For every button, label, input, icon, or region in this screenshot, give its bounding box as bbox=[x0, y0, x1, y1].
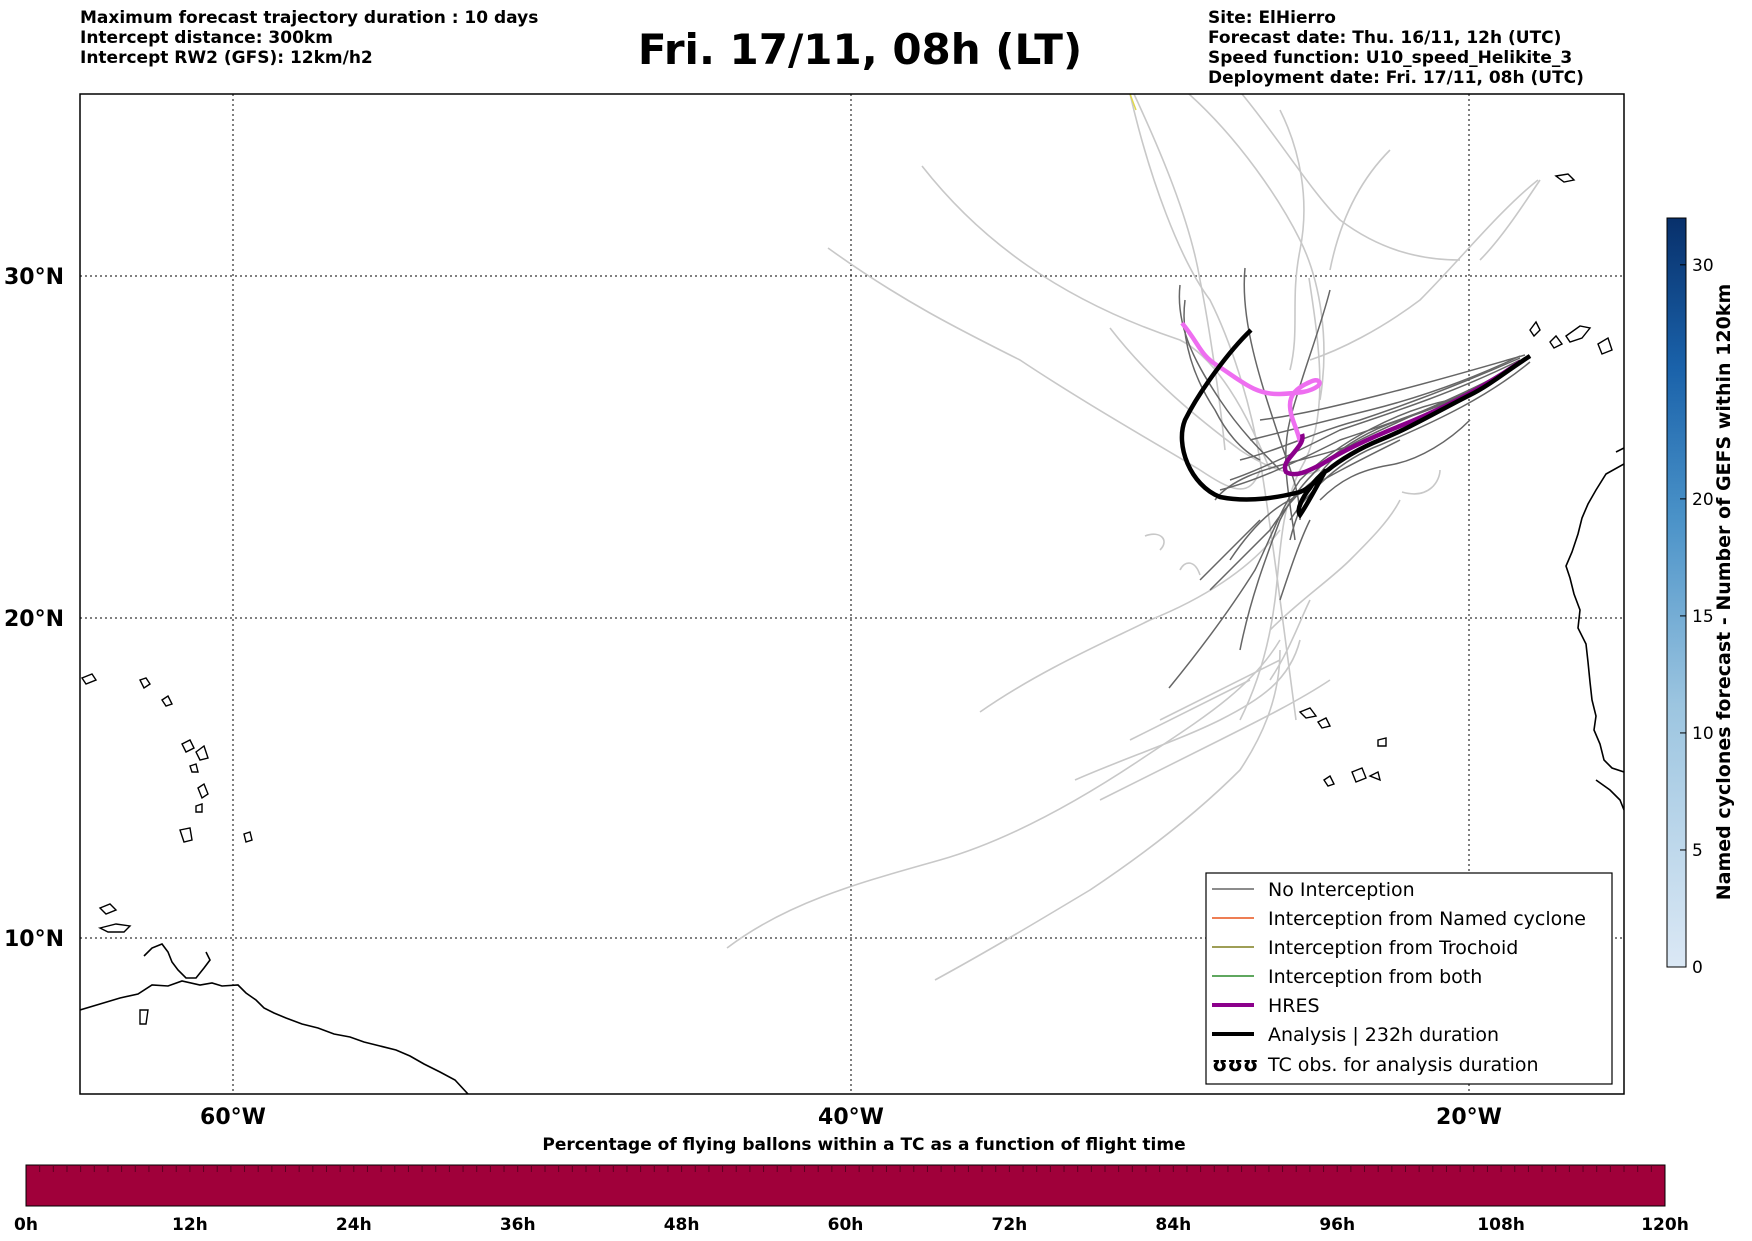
lon-label-60w: 60°W bbox=[200, 1105, 266, 1130]
legend-label-trochoid: Interception from Trochoid bbox=[1268, 937, 1518, 959]
antilles-2 bbox=[195, 744, 209, 761]
yellow-trajectory-fragment bbox=[1129, 94, 1137, 111]
antilles-10 bbox=[98, 903, 118, 915]
deployment-date-text: Deployment date: Fri. 17/11, 08h (UTC) bbox=[1208, 68, 1584, 88]
cape-verde-4 bbox=[1351, 767, 1367, 783]
antilles-6 bbox=[179, 827, 193, 843]
lat-label-30n: 30°N bbox=[4, 265, 64, 290]
lat-labels: 30°N 20°N 10°N bbox=[4, 265, 64, 952]
right-colorbar-tick-label: 10 bbox=[1692, 724, 1714, 744]
lon-labels: 60°W 40°W 20°W bbox=[200, 1105, 1502, 1130]
intercept-distance-text: Intercept distance: 300km bbox=[80, 28, 333, 48]
forecast-date-text: Forecast date: Thu. 16/11, 12h (UTC) bbox=[1208, 28, 1562, 48]
coast-africa bbox=[1565, 463, 1624, 773]
canary-island-2 bbox=[1549, 334, 1564, 349]
bottom-colorbar-minor-ticks bbox=[39, 1165, 1652, 1172]
cape-verde-5 bbox=[1323, 774, 1335, 787]
max-duration-text: Maximum forecast trajectory duration : 1… bbox=[80, 8, 539, 28]
lon-label-20w: 20°W bbox=[1436, 1105, 1502, 1130]
coast-africa-south bbox=[1595, 779, 1624, 811]
canary-island-1 bbox=[1529, 320, 1541, 338]
antilles-13 bbox=[139, 1009, 149, 1025]
bottom-colorbar: Percentage of flying ballons within a TC… bbox=[14, 1135, 1689, 1235]
legend-label-hres: HRES bbox=[1268, 995, 1320, 1017]
cape-verde-1 bbox=[1298, 707, 1318, 719]
legend-tc-symbol: ʊʊʊ bbox=[1212, 1052, 1258, 1076]
antilles-11 bbox=[97, 923, 132, 933]
page-title: Fri. 17/11, 08h (LT) bbox=[637, 25, 1083, 74]
right-colorbar-tick-label: 0 bbox=[1692, 958, 1703, 978]
cape-verde-6 bbox=[1368, 770, 1382, 782]
coast-africa-north bbox=[1615, 447, 1624, 453]
antilles-3 bbox=[189, 763, 199, 773]
map-panel: 30°N 20°N 10°N 60°W 40°W 20°W No Interce… bbox=[4, 93, 1625, 1130]
lat-label-20n: 20°N bbox=[4, 607, 64, 632]
intercept-rw2-text: Intercept RW2 (GFS): 12km/h2 bbox=[80, 48, 373, 68]
speed-function-text: Speed function: U10_speed_Helikite_3 bbox=[1208, 48, 1573, 68]
right-colorbar-fill bbox=[1666, 217, 1687, 968]
right-colorbar-tick-label: 30 bbox=[1692, 256, 1714, 276]
coast-venezuela-gulf bbox=[143, 943, 211, 979]
bottom-colorbar-tick-label: 0h bbox=[14, 1215, 38, 1235]
cape-verde-3 bbox=[1377, 737, 1387, 747]
right-colorbar-tick-label: 20 bbox=[1692, 490, 1714, 510]
antilles-1 bbox=[181, 739, 195, 753]
run-info: Maximum forecast trajectory duration : 1… bbox=[80, 8, 538, 68]
light-trajectories bbox=[726, 94, 1541, 981]
bottom-colorbar-tick-label: 60h bbox=[828, 1215, 864, 1235]
analysis-trajectory bbox=[1179, 328, 1532, 519]
legend-label-tc-obs: TC obs. for analysis duration bbox=[1267, 1054, 1539, 1076]
bottom-colorbar-tick-label: 84h bbox=[1155, 1215, 1191, 1235]
madeira bbox=[1554, 173, 1576, 183]
bottom-colorbar-ticks: 0h 12h 24h 36h 48h 60h 72h 84h 96h 108h 120h bbox=[14, 1215, 1689, 1235]
antilles-9 bbox=[80, 673, 98, 685]
antilles-7 bbox=[161, 694, 173, 707]
bottom-colorbar-tick-label: 72h bbox=[992, 1215, 1028, 1235]
site-info: Site: ElHierro Forecast date: Thu. 16/11… bbox=[1208, 8, 1584, 88]
canary-island-3 bbox=[1565, 325, 1592, 343]
bottom-colorbar-tick-label: 24h bbox=[336, 1215, 372, 1235]
coast-south-america bbox=[80, 980, 469, 1094]
bottom-colorbar-tick-label: 48h bbox=[664, 1215, 700, 1235]
map-frame bbox=[79, 93, 1625, 1095]
antilles-8 bbox=[139, 677, 151, 690]
right-colorbar-tick-label: 15 bbox=[1692, 607, 1714, 627]
right-colorbar-ticks: 0 5 10 15 20 30 bbox=[1680, 256, 1714, 978]
antilles-5 bbox=[195, 803, 203, 813]
legend-box bbox=[1205, 872, 1613, 1085]
cape-verde-2 bbox=[1316, 717, 1332, 729]
bottom-colorbar-tick-label: 96h bbox=[1319, 1215, 1355, 1235]
bottom-colorbar-tick-label: 36h bbox=[500, 1215, 536, 1235]
lon-label-40w: 40°W bbox=[818, 1105, 884, 1130]
antilles-12 bbox=[243, 831, 253, 843]
coastlines bbox=[80, 447, 1624, 1094]
legend-label-analysis: Analysis | 232h duration bbox=[1268, 1024, 1499, 1046]
bottom-colorbar-tick-label: 120h bbox=[1641, 1215, 1689, 1235]
bottom-colorbar-label: Percentage of flying ballons within a TC… bbox=[542, 1135, 1185, 1155]
legend-label-both: Interception from both bbox=[1268, 966, 1482, 988]
right-colorbar-label: Named cyclones forecast - Number of GEFS… bbox=[1713, 284, 1735, 901]
site-text: Site: ElHierro bbox=[1208, 8, 1336, 28]
bottom-colorbar-tick-label: 108h bbox=[1477, 1215, 1525, 1235]
bottom-colorbar-tick-label: 12h bbox=[172, 1215, 208, 1235]
antilles-4 bbox=[197, 782, 209, 800]
right-colorbar: 0 5 10 15 20 30 Named cyclones forecast - Num… bbox=[1666, 217, 1735, 978]
legend-label-no-interception: No Interception bbox=[1268, 879, 1415, 901]
legend-label-named-cyclone: Interception from Named cyclone bbox=[1268, 908, 1586, 930]
islands bbox=[80, 173, 1613, 1025]
canary-island-4 bbox=[1597, 336, 1613, 355]
lat-label-10n: 10°N bbox=[4, 927, 64, 952]
right-colorbar-tick-label: 5 bbox=[1692, 841, 1703, 861]
legend: No Interception Interception from Named … bbox=[1205, 872, 1613, 1085]
